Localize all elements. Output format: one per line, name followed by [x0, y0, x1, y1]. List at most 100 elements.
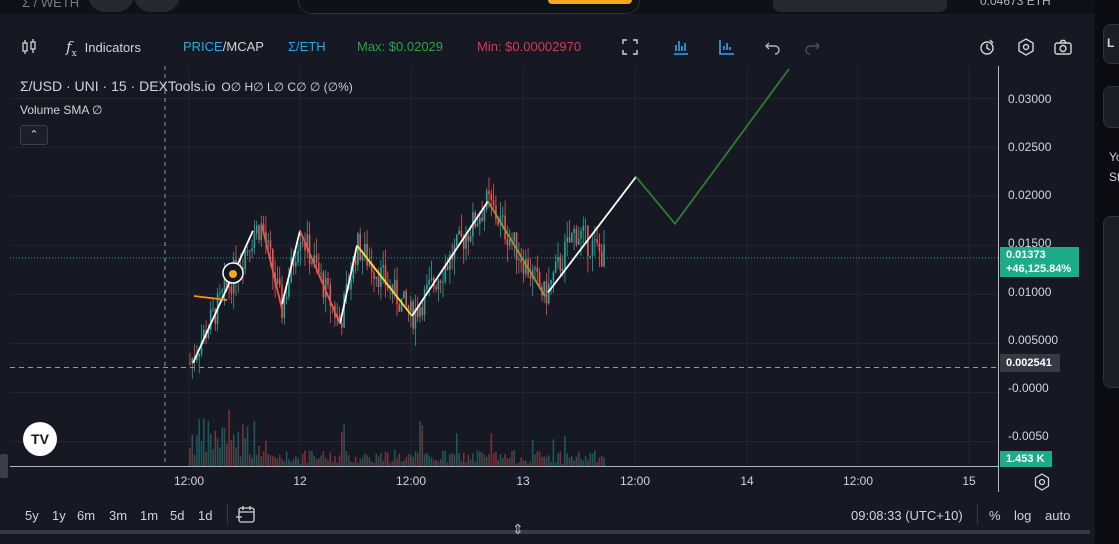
volume-bar	[292, 459, 295, 466]
volume-bar	[235, 447, 237, 466]
candle-body	[403, 290, 405, 299]
currency-toggle[interactable]: Σ/ETH	[288, 39, 326, 54]
price-axis-label: 0.02000	[1008, 188, 1052, 202]
price-axis-label: 0.01000	[1008, 285, 1052, 299]
volume-bar	[207, 420, 210, 466]
trend-line-white	[339, 245, 358, 325]
bar-chart-icon[interactable]	[672, 38, 690, 56]
redo-icon[interactable]	[803, 38, 821, 56]
range-5d[interactable]: 5d	[170, 508, 185, 523]
candle-body	[485, 190, 488, 210]
volume-bar	[550, 462, 552, 466]
camera-icon[interactable]	[1054, 38, 1072, 56]
indicators-label: Indicators	[84, 40, 142, 55]
candle-body	[554, 261, 557, 273]
candle-type-icon[interactable]	[20, 38, 38, 56]
axis-settings-icon[interactable]	[1032, 472, 1052, 492]
indicators-button[interactable]: fx Indicators	[66, 32, 141, 62]
candle-body	[488, 190, 490, 195]
range-1y[interactable]: 1y	[52, 508, 66, 523]
candle-body	[368, 262, 371, 266]
percent-scale-toggle[interactable]: %	[989, 508, 1001, 523]
header-icon-button[interactable]	[134, 0, 180, 12]
resize-handle-icon[interactable]: ⇕	[512, 521, 524, 537]
candle-body	[460, 230, 463, 237]
side-panel-card[interactable]	[1103, 86, 1119, 128]
range-6m[interactable]: 6m	[77, 508, 96, 523]
volume-bar	[451, 453, 453, 466]
volume-bar	[465, 462, 467, 466]
side-panel-card[interactable]	[1103, 216, 1119, 388]
mcap-option[interactable]: MCAP	[226, 39, 264, 54]
left-panel-handle[interactable]	[0, 454, 8, 478]
clock-timezone[interactable]: 09:08:33 (UTC+10)	[851, 508, 963, 523]
volume-bar	[520, 457, 522, 466]
alert-icon[interactable]	[978, 38, 996, 56]
volume-bar	[453, 453, 456, 466]
log-scale-toggle[interactable]: log	[1014, 508, 1032, 523]
volume-bar	[536, 451, 539, 466]
candle-body	[306, 234, 309, 251]
candle-body	[196, 356, 198, 361]
candle-body	[518, 258, 520, 261]
symbol-title: Σ/USD · UNI · 15 · DEXTools.io	[20, 78, 216, 94]
tradingview-logo[interactable]: TV	[23, 422, 57, 456]
candle-body	[219, 292, 221, 294]
price-mcap-toggle[interactable]: PRICE/MCAP	[183, 32, 264, 62]
time-axis-border	[10, 466, 998, 467]
candle-body	[428, 280, 430, 285]
volume-bar	[474, 461, 476, 466]
candle-body	[292, 257, 295, 267]
time-axis-label: 14	[740, 474, 754, 488]
volume-bar	[407, 454, 410, 466]
volume-bar	[400, 461, 403, 466]
price-axis-label: 0.02500	[1008, 140, 1052, 154]
trend-line-orange	[193, 295, 228, 301]
volume-bar	[557, 452, 559, 466]
candle-body	[375, 276, 378, 279]
volume-chart-icon[interactable]	[718, 38, 736, 56]
candle-body	[387, 285, 389, 289]
volume-bar	[272, 456, 274, 466]
settings-icon[interactable]	[1017, 38, 1035, 56]
range-1d[interactable]: 1d	[198, 508, 213, 523]
volume-bar	[327, 460, 329, 466]
range-1m[interactable]: 1m	[140, 508, 159, 523]
range-3m[interactable]: 3m	[109, 508, 128, 523]
side-panel-text: St	[1109, 170, 1119, 184]
candle-body	[212, 308, 214, 310]
projection-line	[635, 68, 790, 226]
side-panel-card[interactable]	[1103, 24, 1119, 64]
range-5y[interactable]: 5y	[25, 508, 39, 523]
candle-body	[357, 233, 359, 265]
volume-bar	[488, 454, 490, 466]
token-select[interactable]	[773, 0, 947, 12]
time-axis-label: 12:00	[842, 474, 874, 488]
volume-bar	[564, 435, 566, 466]
collapse-legend-button[interactable]: ⌃	[20, 125, 48, 145]
volume-bar	[419, 421, 421, 466]
volume-bar	[561, 463, 564, 466]
volume-bar	[384, 451, 387, 466]
candle-body	[467, 235, 470, 242]
volume-bar	[251, 457, 253, 466]
candle-body	[405, 290, 407, 306]
volume-bar	[410, 454, 412, 466]
side-panel-label: L	[1107, 36, 1115, 50]
header-icon-button[interactable]	[88, 0, 134, 12]
volume-bar	[278, 454, 281, 466]
candle-body	[423, 289, 426, 316]
auto-scale-toggle[interactable]: auto	[1045, 508, 1071, 523]
candle-body	[191, 358, 194, 364]
volume-bar	[479, 451, 481, 466]
trade-button[interactable]	[548, 0, 632, 4]
fullscreen-icon[interactable]	[621, 38, 639, 56]
price-option[interactable]: PRICE	[183, 39, 223, 54]
volume-bar	[281, 459, 283, 466]
undo-icon[interactable]	[764, 38, 782, 56]
candle-body	[531, 269, 534, 279]
candle-body	[552, 272, 555, 281]
go-to-date-icon[interactable]	[235, 505, 257, 525]
candle-body	[594, 239, 596, 241]
